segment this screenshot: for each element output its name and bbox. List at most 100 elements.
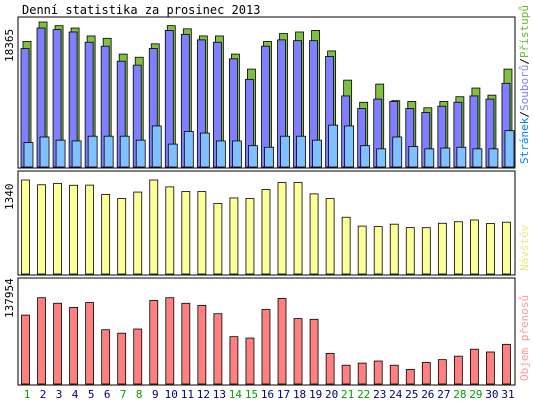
bar-navstev (117, 198, 127, 275)
bar-navstev (437, 222, 447, 275)
bar-navstev (373, 226, 383, 275)
legend-bottom: Objem přenosů (518, 295, 531, 381)
legend-item: Souborů (518, 65, 531, 111)
bar-objem (213, 313, 223, 385)
y-max-label-middle: 1340 (3, 184, 16, 211)
bar-navstev (341, 216, 351, 275)
bar-objem (470, 348, 479, 385)
bar-objem (197, 304, 207, 385)
x-tick-label: 24 (389, 388, 403, 401)
bar-navstev (165, 186, 175, 275)
bar-stranek (376, 148, 387, 168)
bar-stranek (488, 148, 499, 168)
bar-stranek (392, 136, 403, 168)
bar-objem (405, 368, 415, 385)
bar-objem (421, 362, 431, 385)
x-tick-label: 22 (357, 388, 370, 401)
bar-stranek (119, 135, 130, 168)
bar-navstev (21, 179, 30, 275)
bar-navstev (277, 182, 287, 275)
x-tick-label: 20 (325, 388, 338, 401)
bar-stranek (215, 140, 226, 168)
bar-navstev (421, 227, 431, 275)
bar-stranek (408, 146, 419, 168)
bar-navstev (245, 198, 255, 275)
bar-stranek (264, 146, 274, 168)
bar-stranek (55, 139, 66, 168)
bar-stranek (472, 148, 483, 168)
bar-navstev (486, 223, 495, 275)
x-tick-label: 14 (229, 388, 243, 401)
bar-objem (69, 307, 78, 385)
bar-stranek (280, 135, 290, 168)
bar-stranek (248, 145, 258, 168)
bar-objem (373, 360, 383, 385)
bar-stranek (103, 135, 114, 168)
bar-objem (133, 328, 143, 385)
x-tick-label: 17 (277, 388, 290, 401)
bar-stranek (167, 143, 178, 168)
bar-navstev (405, 227, 415, 275)
bar-stranek (424, 148, 435, 168)
bar-stranek (87, 135, 98, 168)
x-tick-label: 15 (245, 388, 258, 401)
bar-objem (357, 362, 367, 385)
x-tick-label: 18 (293, 388, 306, 401)
x-tick-label: 12 (197, 388, 210, 401)
y-max-label-bottom: 137954 (3, 278, 16, 318)
x-tick-label: 1 (24, 388, 31, 401)
bar-objem (293, 318, 303, 385)
bar-objem (325, 352, 335, 385)
bar-objem (261, 309, 271, 385)
bar-navstev (69, 184, 78, 275)
y-max-label-top: 18365 (3, 29, 16, 62)
x-tick-label: 11 (181, 388, 194, 401)
x-tick-label: 9 (152, 388, 159, 401)
bar-stranek (504, 130, 515, 168)
bar-objem (117, 332, 127, 385)
bar-objem (309, 318, 319, 385)
legend-middle: Návštěv (518, 224, 531, 271)
bar-stranek (232, 140, 242, 168)
x-tick-label: 3 (56, 388, 63, 401)
x-tick-label: 13 (213, 388, 226, 401)
x-tick-label: 25 (405, 388, 418, 401)
x-tick-label: 23 (373, 388, 386, 401)
x-tick-label: 8 (136, 388, 143, 401)
bar-stranek (312, 139, 322, 168)
x-tick-label: 31 (501, 388, 514, 401)
bar-objem (101, 329, 111, 385)
bar-objem (437, 359, 447, 385)
legend-item: Stránek (518, 117, 531, 164)
bar-navstev (149, 179, 159, 275)
x-tick-label: 30 (485, 388, 498, 401)
bar-objem (85, 302, 95, 385)
bar-stranek (344, 125, 355, 168)
bar-navstev (293, 182, 303, 275)
bar-navstev (181, 191, 191, 275)
x-tick-label: 16 (261, 388, 274, 401)
bar-navstev (213, 203, 223, 275)
bar-objem (181, 302, 191, 385)
panel-frame-bottom (17, 277, 516, 386)
bar-objem (389, 364, 399, 385)
bar-objem (341, 364, 351, 385)
panel-frame-middle (17, 170, 516, 276)
bar-stranek (296, 135, 306, 168)
bar-stranek (183, 131, 194, 168)
legend-top: Stránek/Souborů/Přístupů (518, 5, 531, 164)
bar-navstev (309, 193, 319, 275)
bar-stranek (39, 136, 50, 168)
bar-navstev (325, 198, 335, 275)
bar-stranek (151, 125, 162, 168)
bar-stranek (360, 145, 371, 168)
x-tick-label: 7 (120, 388, 127, 401)
bar-stranek (328, 124, 339, 168)
bar-stranek (135, 139, 146, 168)
x-tick-label: 28 (453, 388, 466, 401)
bar-stranek (199, 132, 210, 168)
bar-navstev (53, 182, 62, 275)
legend-item: Přístupů (518, 5, 531, 58)
bar-objem (149, 300, 159, 385)
